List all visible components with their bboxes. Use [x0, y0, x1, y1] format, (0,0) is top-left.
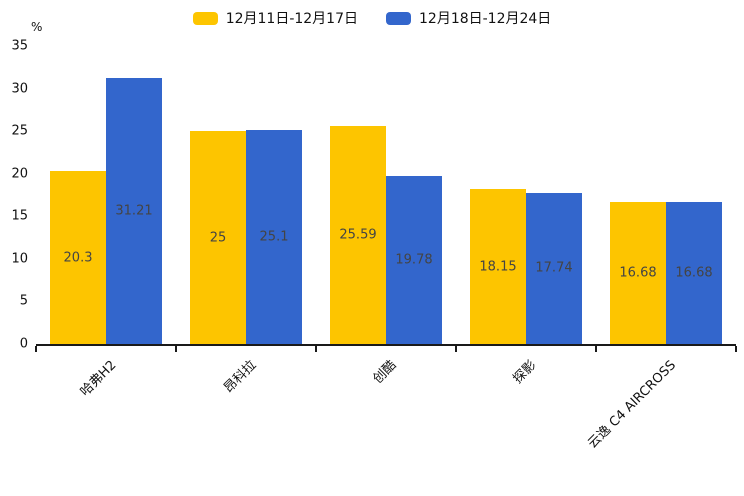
bar-pair: 18.15 17.74	[470, 46, 582, 344]
bar-group-1: 25 25.1 昂科拉	[176, 46, 316, 396]
y-tick-label: 30	[11, 81, 28, 97]
bar-groups: 20.3 31.21 哈弗H2 25 25.1 昂科拉 25.59 19.78 创酷 18.15 1…	[36, 46, 736, 452]
bar-group-2: 25.59 19.78 创酷	[316, 46, 456, 387]
x-tick-mark	[735, 346, 737, 352]
x-tick-mark	[35, 346, 37, 352]
x-tick-mark	[455, 346, 457, 352]
x-tick-mark	[175, 346, 177, 352]
bar-pair: 25 25.1	[190, 46, 302, 344]
x-category-label: 云逸 C4 AIRCROSS	[585, 357, 680, 452]
legend-swatch-icon	[386, 11, 411, 25]
bar-value-label: 20.3	[63, 250, 93, 266]
x-category-label: 哈弗H2	[77, 357, 120, 400]
legend-item-0[interactable]: 12月11日-12月17日	[192, 8, 358, 28]
bar-s0-c3[interactable]: 18.15	[470, 189, 526, 344]
bar-s1-c2[interactable]: 19.78	[386, 175, 442, 344]
bar-s0-c1[interactable]: 25	[190, 131, 246, 344]
x-tick-mark	[595, 346, 597, 352]
x-category-label: 探影	[510, 357, 540, 387]
bar-value-label: 19.78	[395, 252, 433, 268]
y-tick-label: 15	[11, 208, 28, 224]
legend-item-label: 12月11日-12月17日	[225, 11, 358, 27]
bar-s1-c4[interactable]: 16.68	[666, 201, 722, 344]
bar-s0-c2[interactable]: 25.59	[330, 126, 386, 344]
y-tick-label: 20	[11, 166, 28, 182]
chart-legend: 12月11日-12月17日 12月18日-12月24日	[0, 8, 744, 28]
legend-item-label: 12月18日-12月24日	[419, 11, 552, 27]
bar-s1-c0[interactable]: 31.21	[106, 78, 162, 344]
bar-value-label: 16.68	[619, 265, 657, 281]
bar-value-label: 31.21	[115, 203, 153, 219]
bar-s1-c3[interactable]: 17.74	[526, 192, 582, 344]
y-tick-label: 0	[19, 336, 28, 352]
bar-value-label: 25.59	[339, 227, 377, 243]
y-axis-unit-label: %	[31, 20, 43, 34]
bar-value-label: 18.15	[479, 259, 517, 275]
legend-item-1[interactable]: 12月18日-12月24日	[386, 8, 551, 28]
x-tick-mark	[315, 346, 317, 352]
y-tick-label: 5	[19, 293, 28, 309]
x-category-label: 昂科拉	[221, 357, 260, 397]
bar-value-label: 17.74	[535, 260, 573, 276]
bar-value-label: 25	[209, 230, 227, 246]
legend-swatch-icon	[192, 11, 218, 25]
bar-group-4: 16.68 16.68 云逸 C4 AIRCROSS	[586, 46, 736, 452]
bar-s0-c4[interactable]: 16.68	[610, 201, 666, 344]
bar-pair: 25.59 19.78	[330, 46, 442, 344]
bar-pair: 16.68 16.68	[610, 46, 722, 344]
bar-pair: 20.3 31.21	[50, 46, 162, 344]
x-category-label: 创酷	[370, 357, 400, 387]
bar-group-3: 18.15 17.74 探影	[456, 46, 596, 387]
bar-s1-c1[interactable]: 25.1	[246, 130, 302, 344]
y-tick-label: 25	[11, 123, 28, 139]
bar-group-0: 20.3 31.21 哈弗H2	[36, 46, 176, 400]
bar-value-label: 25.1	[259, 229, 289, 245]
bar-s0-c0[interactable]: 20.3	[50, 171, 106, 344]
y-tick-label: 35	[11, 38, 28, 54]
y-tick-label: 10	[11, 251, 28, 267]
bar-value-label: 16.68	[675, 265, 713, 281]
plot-area: 20.3 31.21 哈弗H2 25 25.1 昂科拉 25.59 19.78 创酷 18.15 1…	[11, 39, 737, 452]
